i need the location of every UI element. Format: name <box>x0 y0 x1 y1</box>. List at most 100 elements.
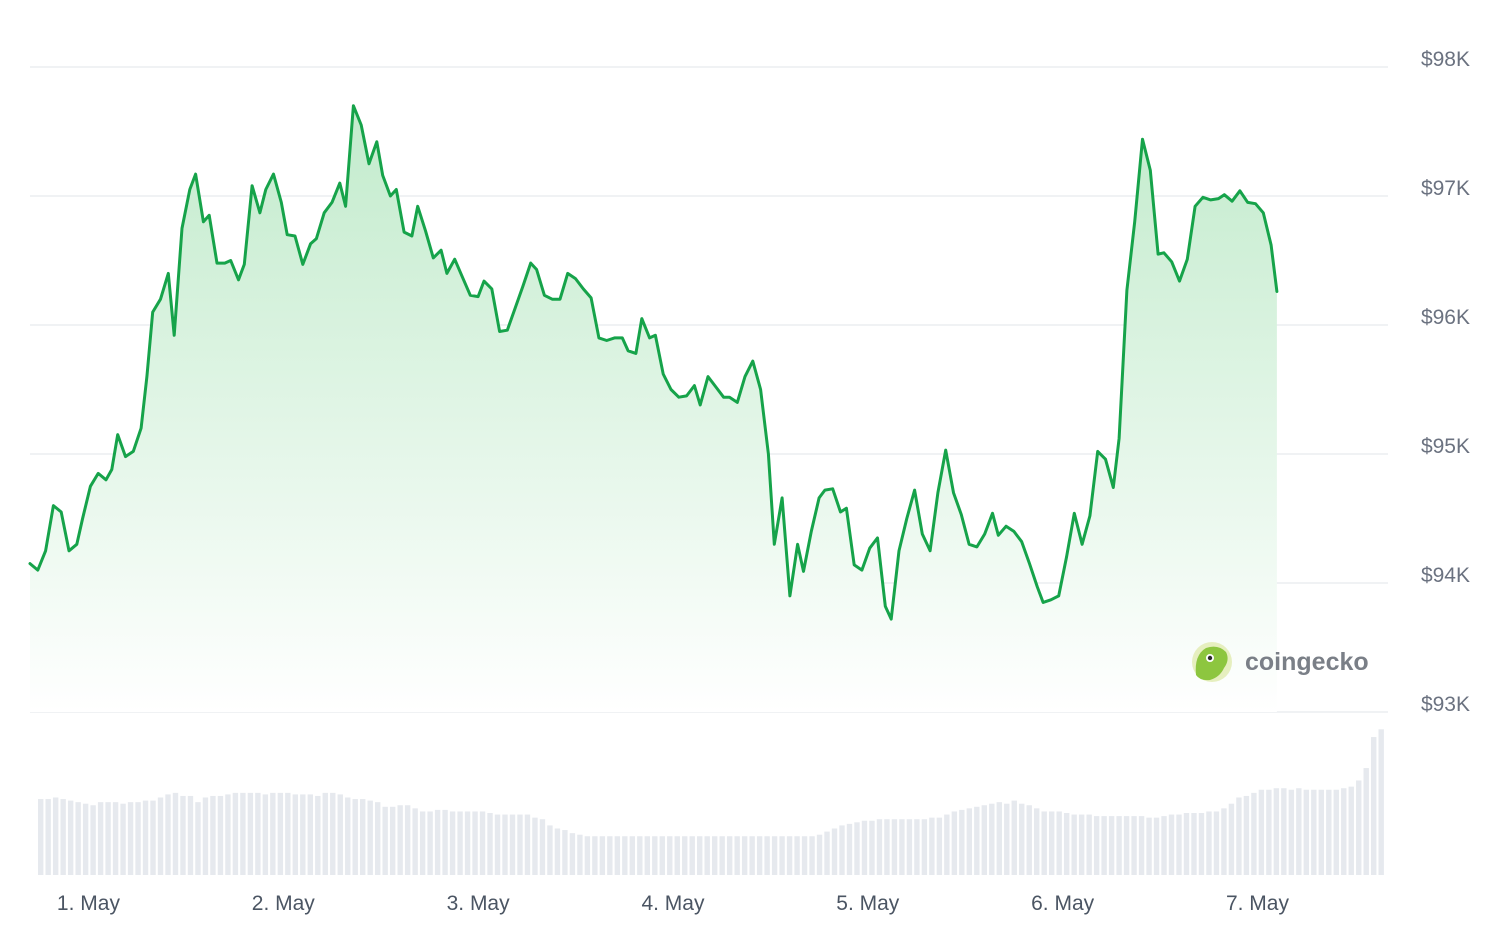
volume-bar <box>592 836 598 875</box>
volume-bar <box>1318 789 1324 875</box>
volume-bar <box>966 808 973 875</box>
volume-bar <box>464 811 471 875</box>
volume-bar <box>741 836 748 875</box>
volume-bar <box>397 805 403 875</box>
volume-bar <box>142 800 149 875</box>
volume-bar <box>105 802 111 875</box>
volume-bar <box>1213 811 1220 875</box>
volume-bar <box>255 792 261 875</box>
volume-bar <box>90 805 96 875</box>
volume-bar <box>292 794 299 875</box>
volume-bar <box>1228 803 1235 875</box>
volume-bar <box>921 819 928 875</box>
volume-bar <box>554 828 561 875</box>
volume-bar <box>1266 789 1272 875</box>
volume-bar <box>884 819 890 875</box>
volume-bar <box>97 802 104 875</box>
volume-bar <box>547 825 553 875</box>
volume-bar <box>562 830 568 875</box>
volume-bar <box>1034 808 1040 875</box>
volume-bar <box>112 802 119 875</box>
volume-bar <box>1296 788 1302 875</box>
volume-bar <box>824 831 830 875</box>
volume-bar <box>1086 814 1092 875</box>
volume-bar <box>479 811 486 875</box>
volume-bar <box>667 836 673 875</box>
volume-bar <box>1011 800 1017 875</box>
volume-bar <box>764 836 770 875</box>
volume-bar <box>1004 803 1010 875</box>
y-tick-label: $97K <box>1421 177 1470 200</box>
volume-bar <box>644 836 650 875</box>
volume-bar <box>270 792 276 875</box>
volume-bar <box>532 817 538 875</box>
volume-bar <box>502 814 508 875</box>
volume-bar <box>809 836 815 875</box>
volume-bar <box>1183 813 1190 875</box>
volume-bar <box>67 800 74 875</box>
volume-bar <box>1101 816 1107 875</box>
volume-bar <box>854 822 860 875</box>
volume-bar <box>1093 816 1100 875</box>
volume-bar <box>157 797 164 875</box>
volume-bar <box>652 836 658 875</box>
volume-bar <box>38 799 44 875</box>
volume-bar <box>697 836 703 875</box>
volume-bar <box>1288 789 1295 875</box>
volume-bar <box>1281 788 1287 875</box>
volume-bar <box>322 792 328 875</box>
volume-bar <box>712 836 718 875</box>
volume-bar <box>330 792 336 875</box>
volume-bar <box>45 799 51 875</box>
volume-bar <box>202 797 209 875</box>
volume-bar <box>524 814 531 875</box>
volume-bar <box>951 811 958 875</box>
volume-bar <box>1138 816 1145 875</box>
volume-bar <box>165 794 171 875</box>
volume-bar <box>861 820 868 875</box>
volume-bar <box>1078 814 1085 875</box>
volume-bar <box>974 806 980 875</box>
volume-bar <box>262 794 269 875</box>
volume-bar <box>360 799 366 875</box>
volume-bar <box>704 836 710 875</box>
volume-bar <box>307 794 313 875</box>
volume-bar <box>914 819 920 875</box>
volume-bar <box>929 817 935 875</box>
volume-bar <box>726 836 733 875</box>
volume-bar <box>936 817 943 875</box>
volume-bar <box>749 836 755 875</box>
volume-bar <box>1153 817 1160 875</box>
x-tick-label: 2. May <box>252 892 316 915</box>
volume-bar <box>352 799 358 875</box>
volume-bar <box>375 802 381 875</box>
volume-bar <box>472 811 478 875</box>
y-axis: $98K $97K $96K $95K $94K $93K <box>1421 48 1470 716</box>
volume-bar <box>996 802 1002 875</box>
volume-bar <box>637 836 643 875</box>
volume-bar <box>52 797 59 875</box>
volume-bar <box>277 792 284 875</box>
volume-bar <box>786 836 793 875</box>
volume-bar <box>1206 811 1212 875</box>
volume-bar <box>816 834 823 875</box>
volume-bar <box>442 809 448 875</box>
volume-bar <box>180 795 186 875</box>
volume-bar <box>1326 789 1332 875</box>
volume-bar <box>682 836 688 875</box>
volume-bar <box>135 802 141 875</box>
volume-bar <box>1146 817 1152 875</box>
x-tick-label: 3. May <box>447 892 511 915</box>
volume-bar <box>846 823 853 875</box>
y-tick-label: $93K <box>1421 693 1470 716</box>
volume-bar <box>674 836 680 875</box>
volume-bar <box>1026 805 1032 875</box>
x-axis: 1. May 2. May 3. May 4. May 5. May 6. May 7. M… <box>57 892 1290 915</box>
volume-bar <box>1041 811 1047 875</box>
x-tick-label: 4. May <box>641 892 705 915</box>
volume-bar <box>981 805 987 875</box>
volume-bar <box>1363 768 1369 875</box>
volume-bar <box>734 836 740 875</box>
volume-bar <box>1056 811 1062 875</box>
